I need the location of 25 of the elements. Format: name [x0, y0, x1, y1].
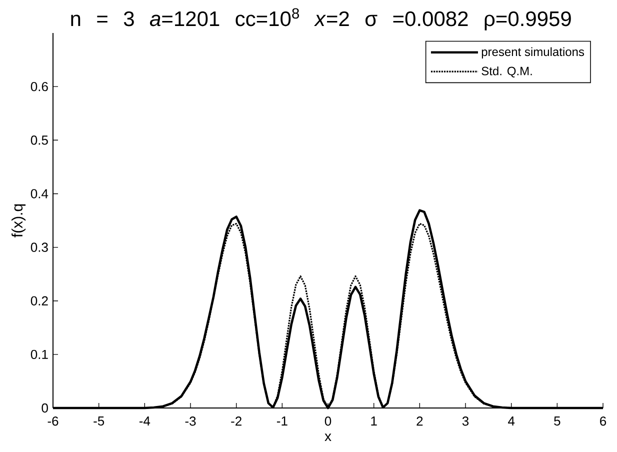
x-tick-label: 0 [324, 416, 332, 426]
y-tick-label: 0.5 [30, 136, 48, 145]
x-tick-label: -1 [276, 416, 288, 426]
x-tick-label: -5 [94, 416, 104, 426]
y-tick-label: 0.4 [30, 189, 48, 198]
legend-label: present simulations [482, 47, 584, 58]
y-tick-label: 0.1 [30, 350, 48, 360]
legend-label: Std. Q.M. [482, 66, 532, 78]
x-tick-label: 4 [508, 416, 515, 426]
y-tick-label: 0.6 [30, 82, 48, 92]
y-tick-label: 0.2 [30, 296, 48, 306]
x-tick-label: -2 [231, 416, 242, 426]
x-tick-label: 5 [554, 416, 560, 426]
y-axis-title: f(x).q [12, 204, 26, 238]
x-tick-label: 1 [371, 416, 377, 426]
x-tick-label: 3 [462, 416, 469, 426]
x-tick-label: 2 [416, 416, 423, 426]
y-tick-label: 0.3 [30, 242, 48, 252]
x-tick-label: -3 [185, 416, 196, 426]
x-tick-label: 6 [600, 416, 606, 426]
x-tick-label: -4 [139, 416, 150, 426]
chart-title: n = 3 a=1201 cc=10$^{8}$ x=2 σ =0.0082 ρ=0.9959 [71, 8, 571, 30]
y-tick-label: 0 [42, 403, 48, 413]
x-axis-title: x [324, 434, 332, 441]
x-tick-label: -6 [48, 416, 58, 426]
